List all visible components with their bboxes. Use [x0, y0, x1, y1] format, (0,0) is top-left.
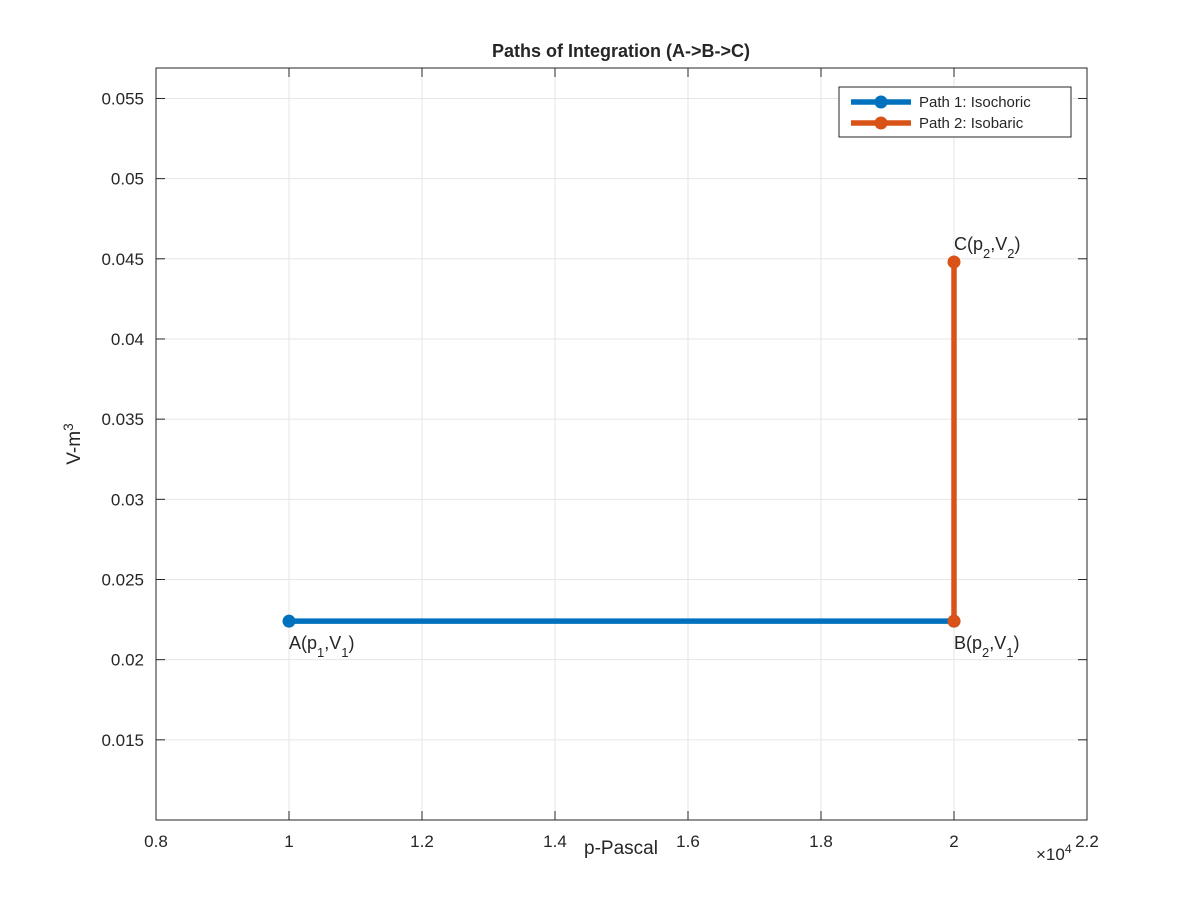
text-part: ,V: [990, 234, 1007, 254]
x-tick-label: 1.2: [410, 832, 434, 851]
text-part: ): [1014, 234, 1020, 254]
x-tick-label: 1: [284, 832, 293, 851]
text-part: A(p: [289, 633, 317, 653]
legend-marker: [874, 95, 888, 109]
text-part: 1: [317, 645, 324, 660]
x-tick-label: 1.6: [676, 832, 700, 851]
y-tick-label: 0.055: [101, 89, 144, 108]
x-tick-label: 0.8: [144, 832, 168, 851]
text-part: 1: [341, 645, 348, 660]
y-tick-label: 0.035: [101, 410, 144, 429]
x-tick-label: 1.4: [543, 832, 567, 851]
y-axis-label: V-m3: [61, 423, 86, 464]
y-tick-label: 0.03: [111, 490, 144, 509]
text-part: 4: [1065, 842, 1072, 856]
y-tick-label: 0.045: [101, 250, 144, 269]
text-part: 2: [983, 246, 990, 261]
text-part: ): [1013, 633, 1019, 653]
point-label: C(p2,V2): [954, 234, 1020, 261]
x-tick-label: 2.2: [1075, 832, 1099, 851]
text-part: 3: [61, 423, 76, 431]
point-label: A(p1,V1): [289, 633, 354, 660]
legend-label: Path 1: Isochoric: [919, 94, 1031, 111]
text-part: ,V: [324, 633, 341, 653]
text-part: ×10: [1036, 845, 1065, 864]
legend-box: [838, 86, 1072, 138]
text-part: C(p: [954, 234, 983, 254]
point-marker: [282, 614, 296, 628]
point-marker: [947, 614, 961, 628]
y-tick-label: 0.015: [101, 731, 144, 750]
legend-label: Path 2: Isobaric: [919, 115, 1024, 132]
y-tick-label: 0.02: [111, 651, 144, 670]
y-tick-label: 0.05: [111, 170, 144, 189]
point-marker: [947, 255, 961, 269]
y-tick-label: 0.04: [111, 330, 144, 349]
text-part: 2: [1007, 246, 1014, 261]
x-tick-label: 2: [949, 832, 958, 851]
y-tick-label: 0.025: [101, 570, 144, 589]
text-part: B(p: [954, 633, 982, 653]
x-tick-label: 1.8: [809, 832, 833, 851]
text-part: ,V: [989, 633, 1006, 653]
text-part: 2: [982, 645, 989, 660]
x-multiplier: ×104: [1036, 842, 1072, 864]
x-axis-label: p-Pascal: [584, 838, 658, 859]
plot-frame: [155, 67, 1088, 821]
legend-marker: [874, 116, 888, 130]
text-part: V-m: [64, 431, 85, 465]
chart-title: Paths of Integration (A->B->C): [492, 41, 750, 61]
point-label: B(p2,V1): [954, 633, 1019, 660]
text-part: 1: [1006, 645, 1013, 660]
text-part: ): [348, 633, 354, 653]
